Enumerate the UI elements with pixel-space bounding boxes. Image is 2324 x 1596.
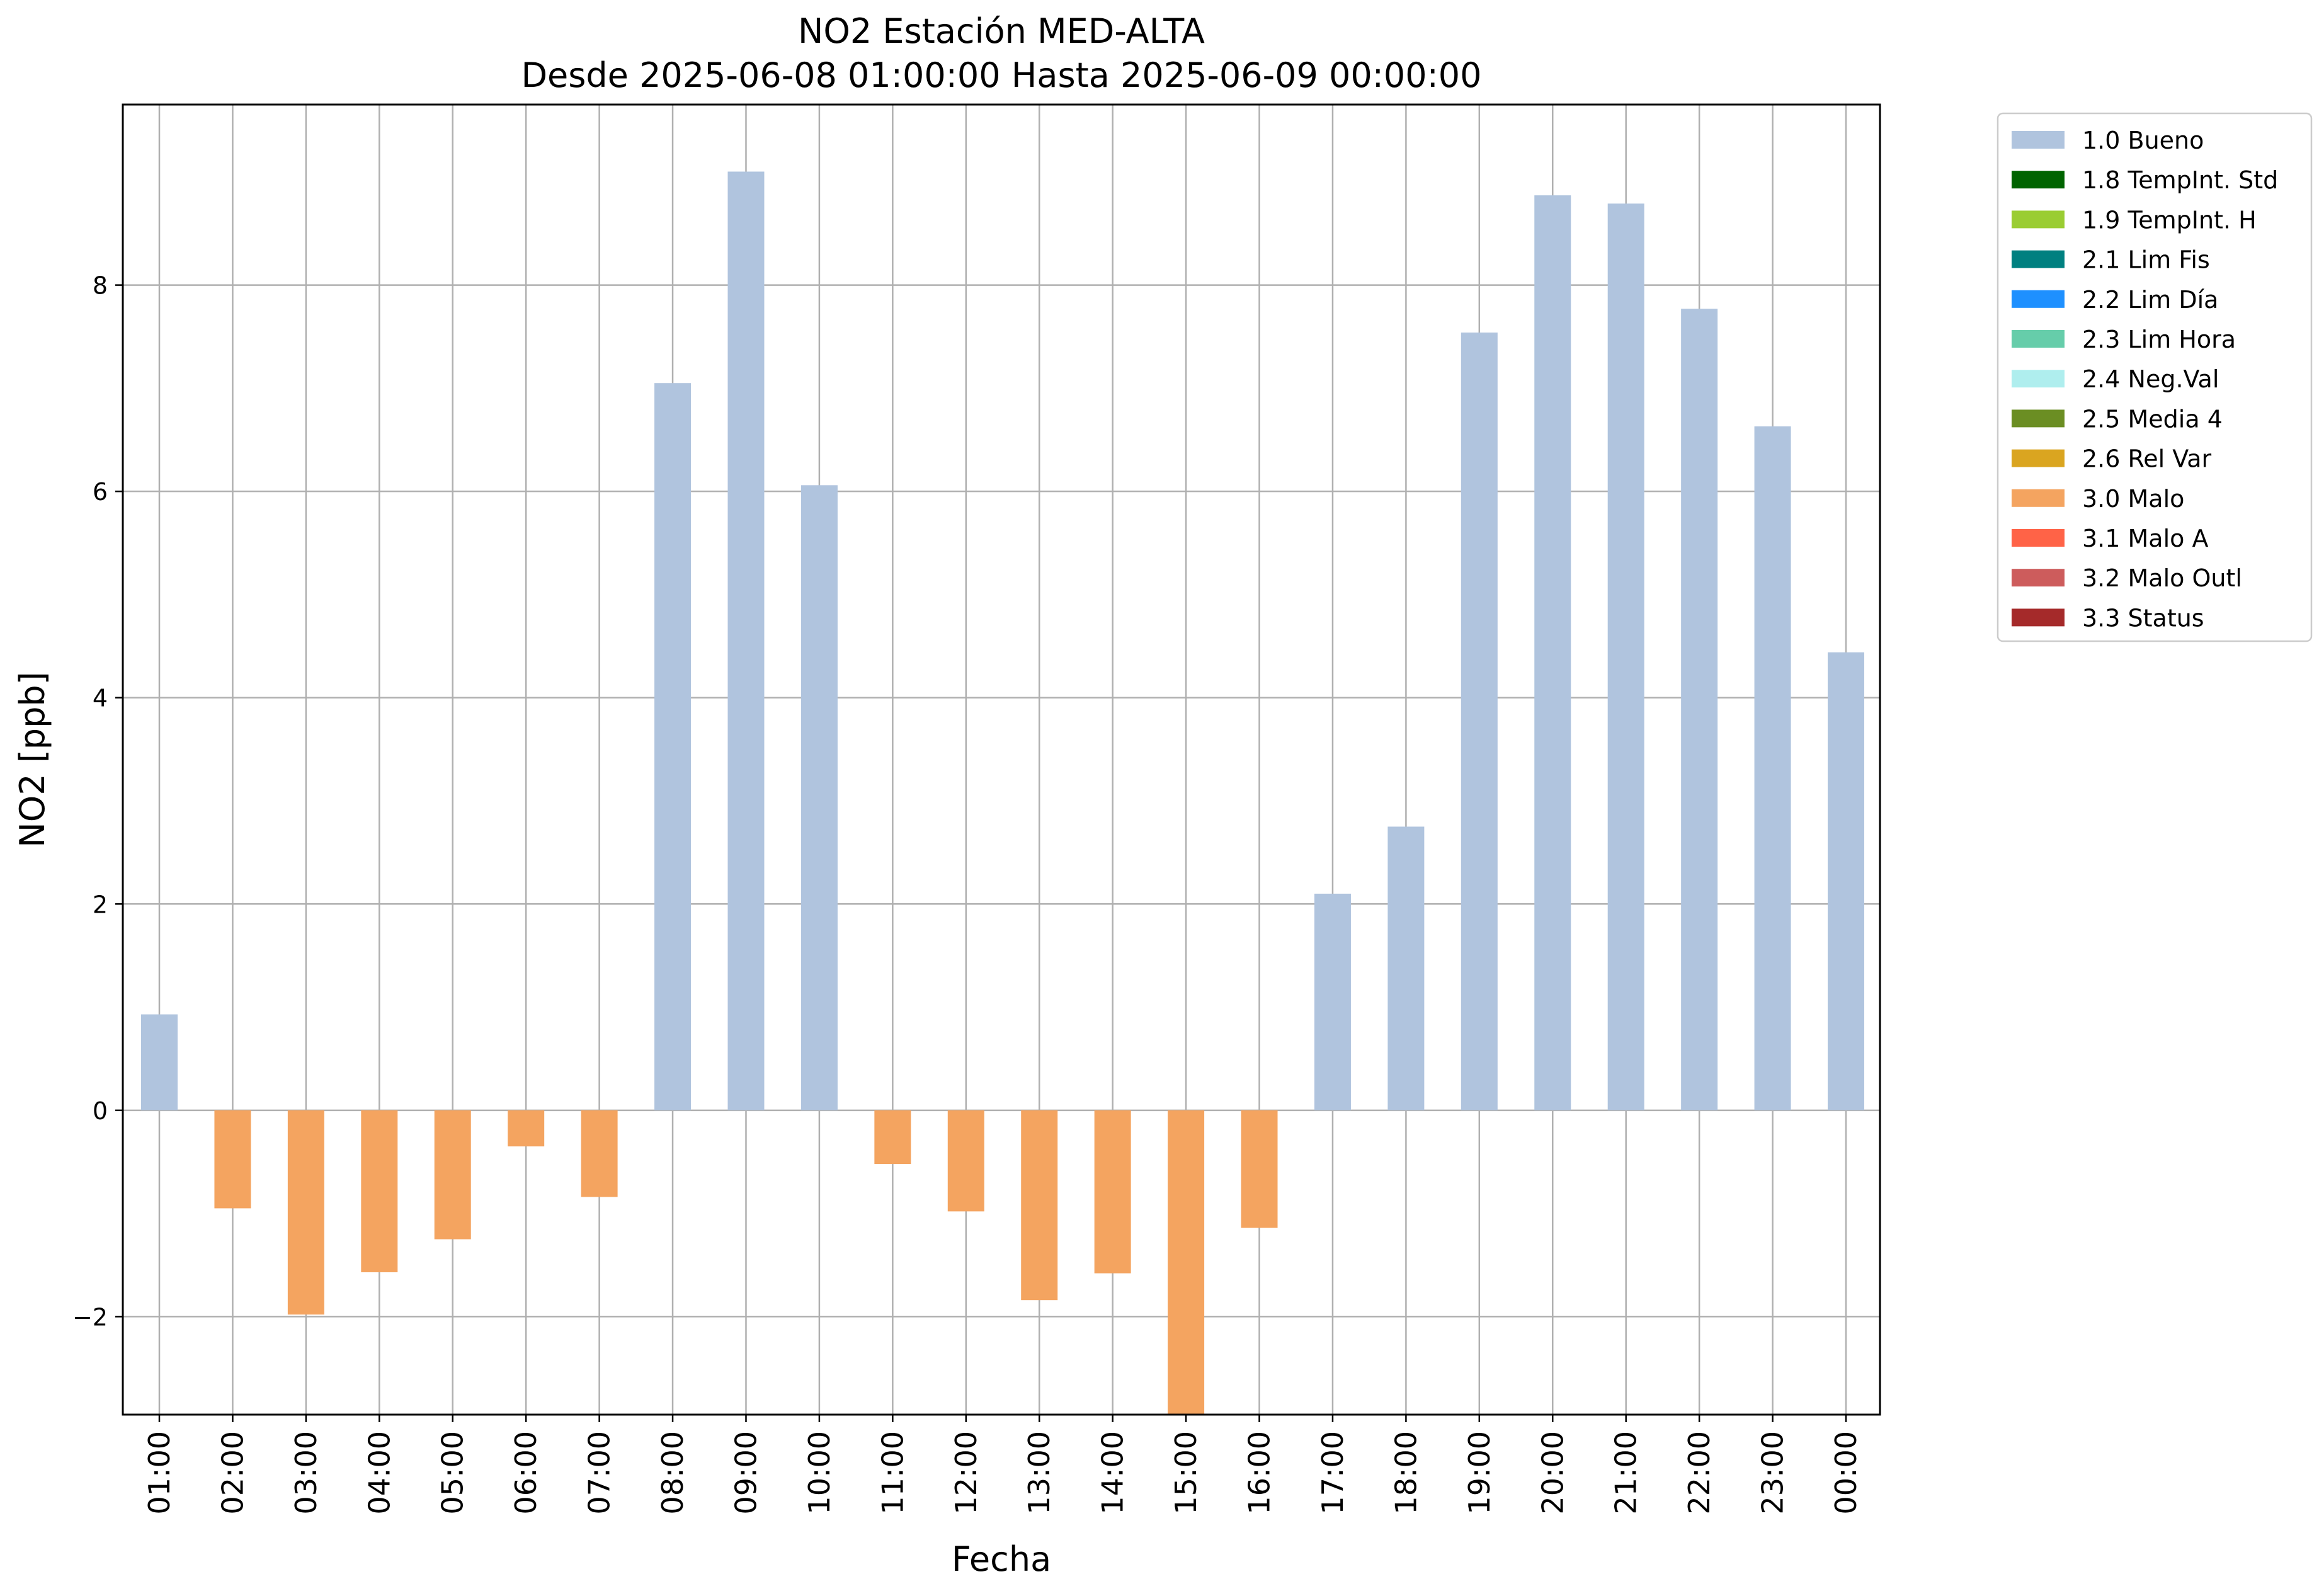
x-tick-label: 11:00 (875, 1431, 909, 1515)
bar (1387, 826, 1425, 1110)
bar (800, 485, 838, 1110)
y-tick-label: −2 (72, 1303, 108, 1331)
legend-swatch (2012, 449, 2065, 467)
bar (508, 1110, 545, 1147)
x-tick-label: 03:00 (289, 1431, 323, 1515)
x-tick-label: 19:00 (1462, 1431, 1496, 1515)
bar (581, 1110, 618, 1197)
x-tick-label: 13:00 (1022, 1431, 1056, 1515)
x-tick-label: 05:00 (436, 1431, 470, 1515)
x-tick-label: 10:00 (802, 1431, 836, 1515)
x-tick-label: 09:00 (729, 1431, 763, 1515)
x-tick-label: 00:00 (1829, 1431, 1863, 1515)
bar (1754, 426, 1791, 1110)
bar (1828, 652, 1864, 1110)
x-tick-label: 08:00 (656, 1431, 690, 1515)
legend-label: 3.2 Malo Outl (2082, 564, 2242, 592)
y-axis-label: NO2 [ppb] (13, 671, 52, 847)
chart-subtitle: Desde 2025-06-08 01:00:00 Hasta 2025-06-… (521, 55, 1481, 95)
legend-label: 1.9 TempInt. H (2082, 206, 2257, 234)
y-tick-label: 6 (93, 478, 108, 506)
legend-swatch (2012, 250, 2065, 268)
y-tick-label: 8 (93, 272, 108, 300)
legend-box (1996, 112, 2313, 642)
legend-swatch (2012, 210, 2065, 229)
x-tick-label: 04:00 (362, 1431, 396, 1515)
bar (654, 383, 692, 1110)
bar (1681, 309, 1718, 1110)
bar (1534, 195, 1571, 1110)
legend-swatch (2012, 131, 2065, 149)
plot-frame (122, 103, 1881, 1416)
legend-label: 3.1 Malo A (2082, 525, 2208, 552)
y-axis: −2 0 2 4 6 8 (72, 272, 123, 1331)
bar (287, 1110, 324, 1315)
legend-label: 2.4 Neg.Val (2082, 365, 2219, 393)
bar (874, 1110, 911, 1165)
bar (1607, 203, 1644, 1110)
legend-label: 3.3 Status (2082, 604, 2204, 632)
x-tick-label: 01:00 (142, 1431, 176, 1515)
legend-swatch (2012, 290, 2065, 308)
x-tick-label: 23:00 (1756, 1431, 1790, 1515)
x-tick-label: 18:00 (1389, 1431, 1423, 1515)
bar (1461, 332, 1498, 1110)
x-tick-label: 17:00 (1316, 1431, 1350, 1515)
x-tick-label: 16:00 (1243, 1431, 1277, 1515)
x-tick-label: 12:00 (949, 1431, 983, 1515)
x-tick-label: 20:00 (1535, 1431, 1569, 1515)
y-tick-label: 2 (93, 891, 108, 918)
x-axis-label: Fecha (952, 1539, 1051, 1579)
legend-swatch (2012, 489, 2065, 507)
legend-label: 3.0 Malo (2082, 485, 2184, 513)
legend-swatch (2012, 330, 2065, 348)
y-tick-label: 0 (93, 1097, 108, 1125)
legend-label: 2.3 Lim Hora (2082, 326, 2236, 353)
legend-label: 2.1 Lim Fis (2082, 246, 2210, 274)
legend-label: 1.0 Bueno (2082, 127, 2204, 154)
bars (141, 171, 1864, 1415)
x-tick-label: 07:00 (583, 1431, 617, 1515)
legend-swatch (2012, 608, 2065, 627)
bar (361, 1110, 398, 1272)
legend-swatch (2012, 529, 2065, 547)
x-tick-label: 02:00 (215, 1431, 249, 1515)
bar (947, 1110, 984, 1212)
legend-label: 1.8 TempInt. Std (2082, 166, 2278, 194)
legend-label: 2.6 Rel Var (2082, 445, 2212, 473)
bar (1241, 1110, 1278, 1228)
bar (1168, 1110, 1205, 1415)
legend-swatch (2012, 370, 2065, 388)
legend-swatch (2012, 171, 2065, 189)
x-tick-label: 06:00 (509, 1431, 543, 1515)
x-tick-label: 22:00 (1682, 1431, 1716, 1515)
bar (1314, 893, 1351, 1110)
bar (214, 1110, 251, 1209)
bar (434, 1110, 471, 1240)
legend-label: 2.5 Media 4 (2082, 405, 2223, 433)
bar (1094, 1110, 1131, 1274)
x-tick-label: 14:00 (1096, 1431, 1130, 1515)
x-tick-label: 15:00 (1169, 1431, 1203, 1515)
legend-swatch (2012, 409, 2065, 428)
chart-title: NO2 Estación MED-ALTA (798, 11, 1205, 51)
x-axis: 01:00 02:00 03:00 04:00 05:00 06:00 07:00 08:00… (142, 1415, 1863, 1515)
bar (727, 171, 765, 1110)
x-tick-label: 21:00 (1609, 1431, 1643, 1515)
legend-label: 2.2 Lim Día (2082, 286, 2218, 314)
y-tick-label: 4 (93, 685, 108, 712)
bar (141, 1014, 178, 1110)
bar (1021, 1110, 1058, 1301)
legend-swatch (2012, 569, 2065, 587)
legend: 1.0 Bueno 1.8 TempInt. Std 1.9 TempInt. H 2… (1996, 112, 2313, 642)
